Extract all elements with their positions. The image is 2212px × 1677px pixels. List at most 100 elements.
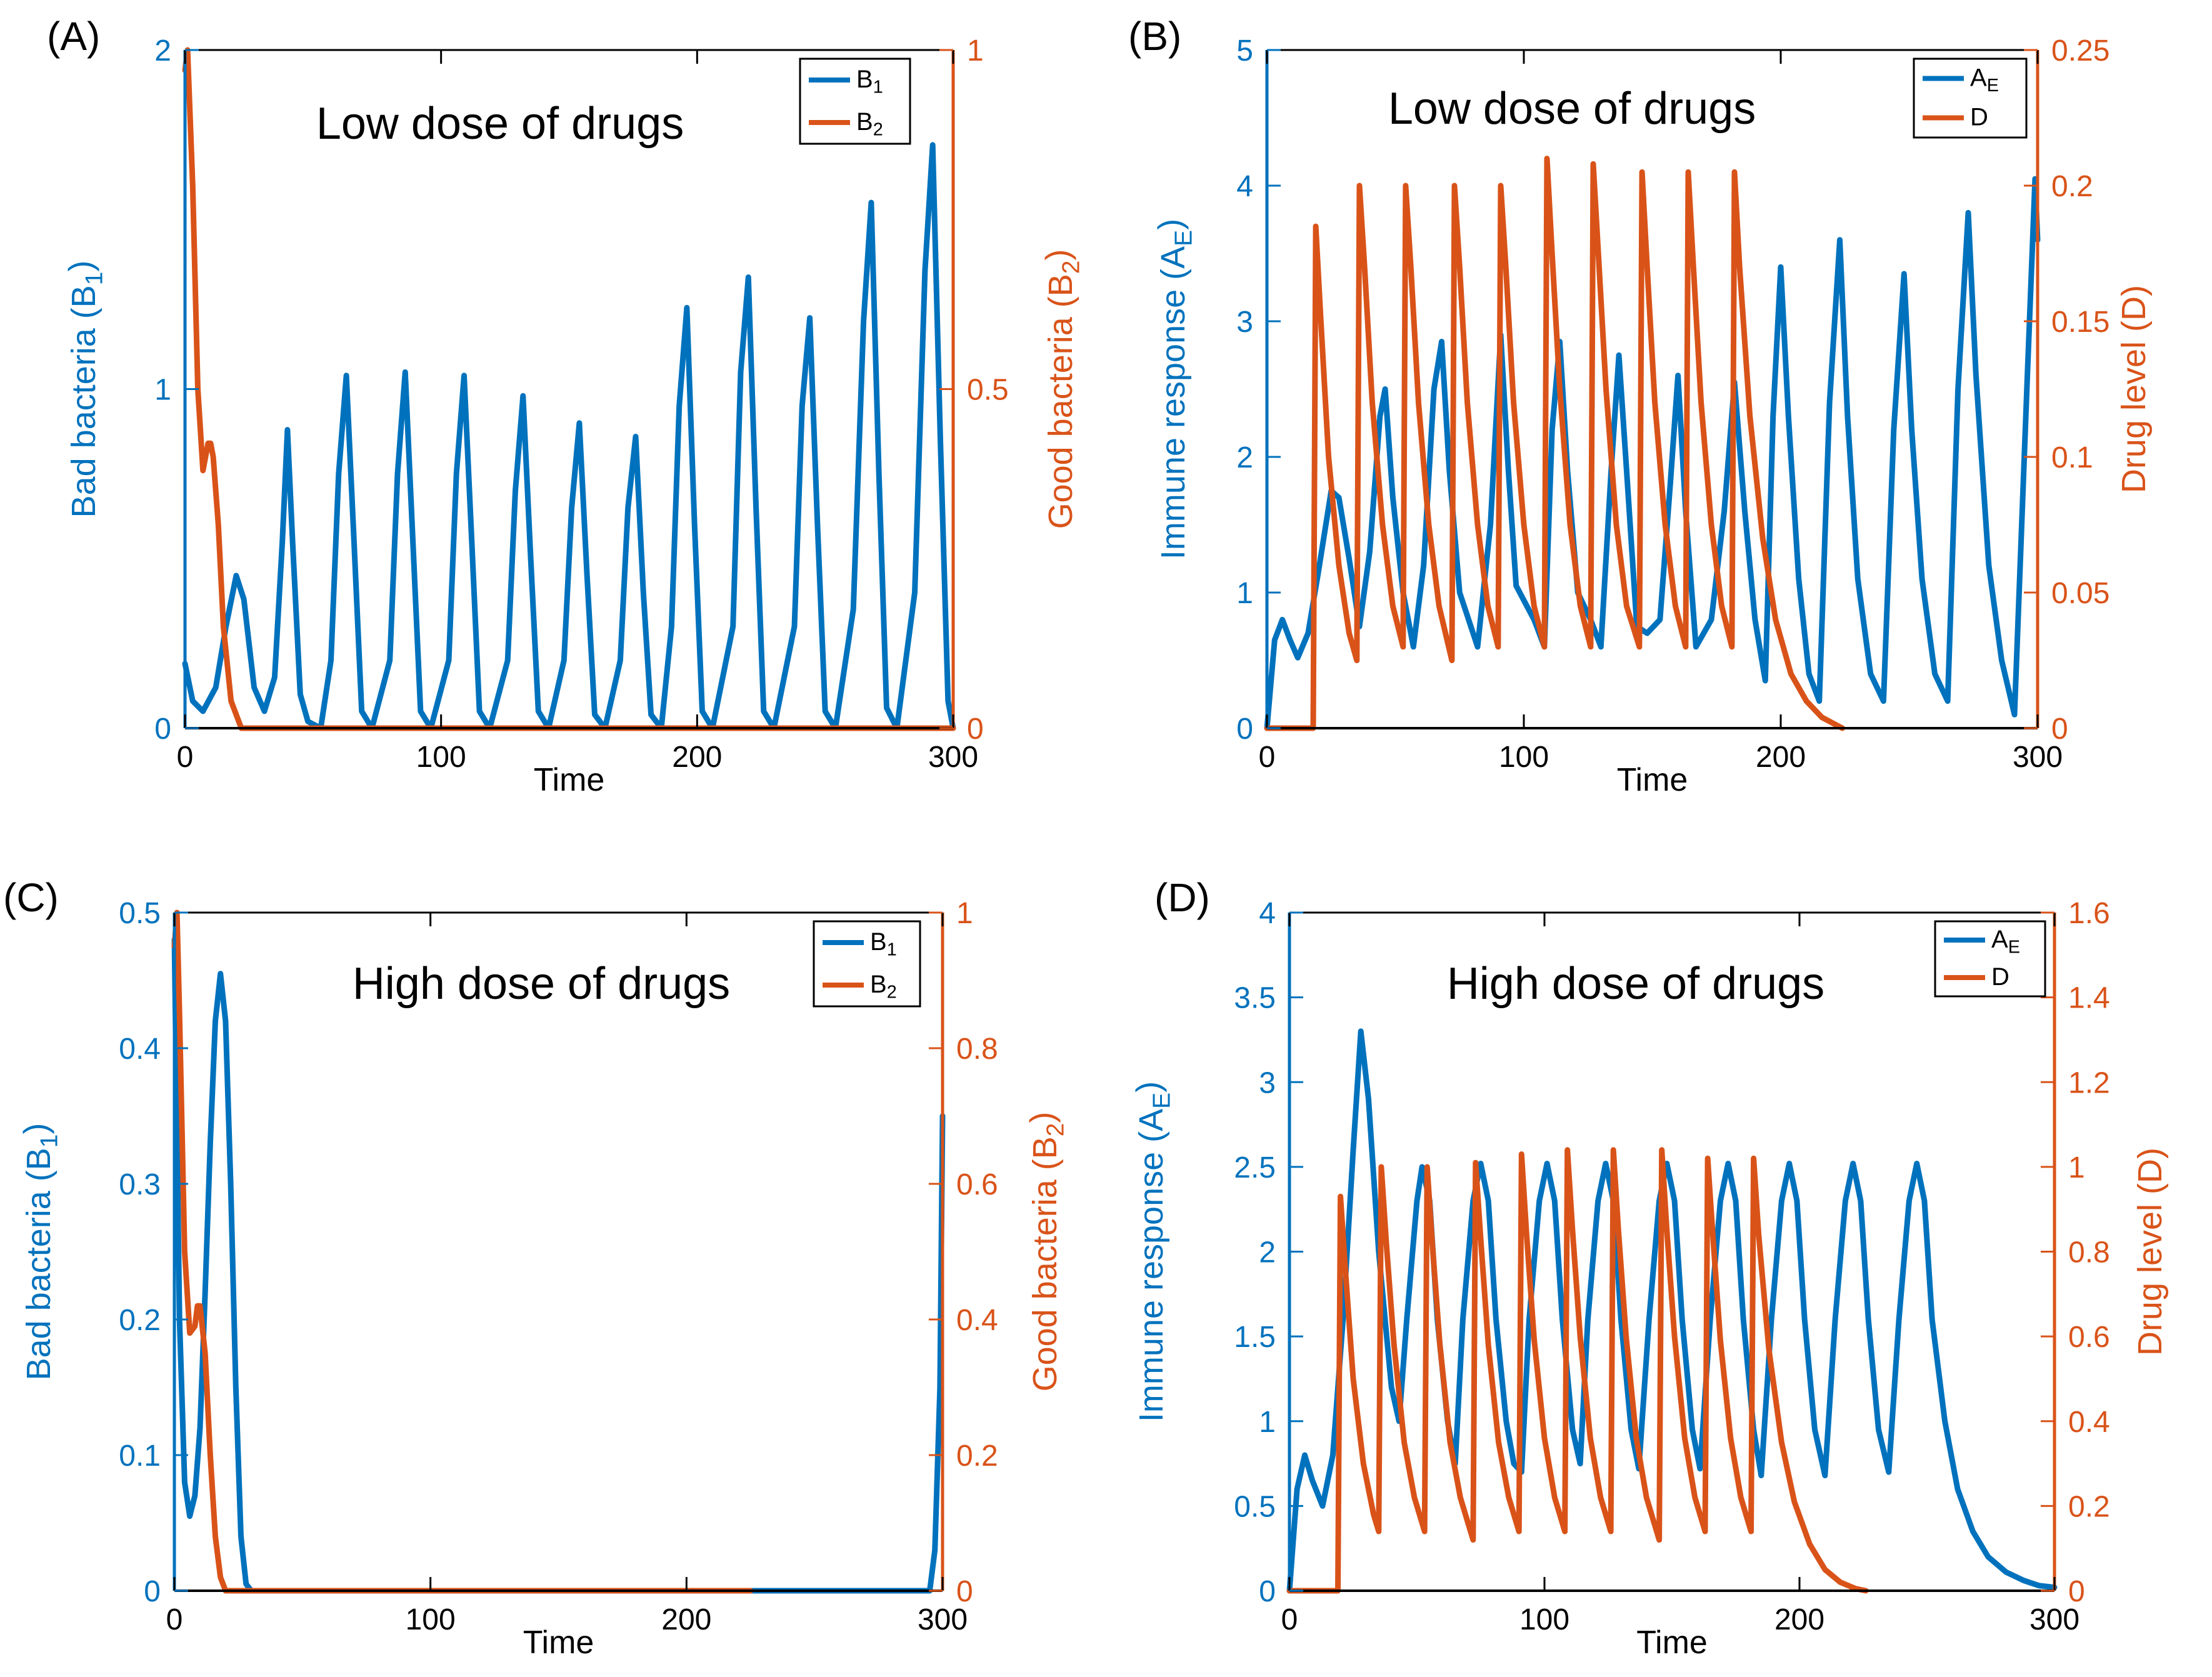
x-tick-label: 300 [2013, 741, 2063, 774]
y-right-tick-label: 0 [956, 1575, 973, 1608]
y-right-axis-label: Drug level (D) [2131, 1148, 2169, 1356]
y-right-tick-label: 0.5 [967, 374, 1009, 407]
y-right-tick-label: 1.2 [2068, 1066, 2110, 1099]
y-left-axis-label: Bad bacteria (B1) [62, 261, 108, 518]
series-line-d [1286, 1147, 1869, 1594]
series-line-b2 [171, 909, 754, 1594]
legend-entry: AE [1970, 64, 1999, 96]
panel-label: (B) [1128, 14, 1181, 59]
y-right-tick-label: 0.8 [956, 1033, 998, 1066]
x-tick-label: 200 [1756, 741, 1806, 774]
y-right-tick-label: 0.6 [2068, 1321, 2110, 1354]
x-tick-label: 200 [1774, 1603, 1824, 1636]
y-left-tick-label: 2 [1236, 441, 1253, 474]
y-left-tick-label: 0 [1259, 1575, 1276, 1608]
y-right-tick-label: 0 [2051, 713, 2068, 746]
legend-entry: AE [1991, 926, 2020, 958]
y-right-tick-label: 0.6 [956, 1168, 998, 1201]
panel-annotation: Low dose of drugs [316, 99, 684, 149]
legend-entry: B2 [856, 108, 883, 140]
x-axis-label: Time [534, 762, 605, 798]
y-left-tick-label: 0.5 [1234, 1490, 1276, 1523]
x-tick-label: 200 [672, 741, 722, 774]
x-tick-label: 100 [406, 1603, 456, 1636]
legend-entry: B1 [856, 66, 883, 98]
series-line-d [1264, 156, 1846, 731]
x-tick-label: 300 [918, 1603, 968, 1636]
y-right-tick-label: 1.4 [2068, 982, 2110, 1015]
x-axis-label: Time [1636, 1624, 1708, 1661]
y-left-tick-label: 0 [1236, 713, 1253, 746]
panel-label: (C) [3, 875, 59, 920]
y-right-tick-label: 0.4 [2068, 1406, 2110, 1439]
y-right-tick-label: 0.2 [956, 1439, 998, 1473]
x-tick-label: 200 [661, 1603, 711, 1636]
y-right-tick-label: 0.1 [2051, 441, 2093, 474]
chart-panel-4: 0 100 200 30000.511.522.533.5400.20.40.60.8… [1129, 875, 2169, 1661]
y-right-axis-label: Good bacteria (B2) [1023, 1112, 1069, 1392]
y-left-tick-label: 0.4 [119, 1033, 161, 1066]
legend: AE D [1934, 920, 2046, 998]
x-axis-label: Time [523, 1624, 594, 1661]
x-tick-label: 0 [1281, 1603, 1298, 1636]
x-tick-label: 300 [2029, 1603, 2079, 1636]
x-tick-label: 0 [177, 741, 194, 774]
y-right-axis-label: Good bacteria (B2) [1039, 249, 1084, 529]
x-axis-label: Time [1617, 762, 1688, 798]
x-tick-label: 100 [416, 741, 466, 774]
y-right-tick-label: 1 [2068, 1151, 2085, 1184]
y-left-tick-label: 2 [154, 34, 171, 68]
panel-label: (A) [47, 14, 100, 59]
y-left-tick-label: 1 [154, 374, 171, 407]
y-left-tick-label: 1 [1236, 577, 1253, 610]
y-right-tick-label: 1.6 [2068, 897, 2110, 930]
legend-box [1934, 920, 2046, 998]
x-tick-label: 300 [928, 741, 978, 774]
y-left-axis-label: Immune response (AE) [1151, 219, 1197, 559]
y-left-tick-label: 1.5 [1234, 1321, 1276, 1354]
y-left-tick-label: 0.2 [119, 1304, 161, 1337]
panel-label: (D) [1154, 875, 1210, 920]
y-left-tick-label: 1 [1259, 1406, 1276, 1439]
series-line-ae [1264, 176, 2041, 731]
legend-box [1913, 58, 2028, 139]
x-tick-label: 0 [1259, 741, 1276, 774]
y-right-tick-label: 0.15 [2051, 306, 2109, 339]
y-left-tick-label: 4 [1236, 170, 1253, 203]
y-left-tick-label: 0.1 [119, 1439, 161, 1473]
chart-panel-3: 0 100 200 30000.10.20.30.40.500.20.40.60.81… [3, 875, 1069, 1661]
y-left-tick-label: 0.5 [119, 897, 161, 930]
y-left-tick-label: 2 [1259, 1236, 1276, 1269]
y-left-axis-label: Bad bacteria (B1) [17, 1123, 63, 1381]
series-line-b2 [182, 47, 956, 731]
y-left-tick-label: 3 [1259, 1066, 1276, 1099]
legend: AE D [1913, 58, 2028, 139]
y-left-tick-label: 4 [1259, 897, 1276, 930]
y-right-tick-label: 0 [2068, 1575, 2085, 1608]
y-left-tick-label: 2.5 [1234, 1151, 1276, 1184]
legend-box [813, 920, 921, 1008]
y-right-tick-label: 0.2 [2051, 170, 2093, 203]
chart-panel-2: 0 100 200 30001234500.050.10.150.20.25TimeI… [1128, 14, 2153, 798]
y-right-tick-label: 0.05 [2051, 577, 2109, 610]
series-line-b1 [182, 142, 956, 731]
y-left-tick-label: 0 [144, 1575, 161, 1608]
y-left-tick-label: 3.5 [1234, 982, 1276, 1015]
legend-box [799, 58, 911, 145]
legend-entry: D [1991, 963, 2009, 991]
panel-annotation: Low dose of drugs [1388, 84, 1756, 134]
legend-entry: B2 [870, 971, 897, 1003]
y-right-tick-label: 0.8 [2068, 1236, 2110, 1269]
y-right-tick-label: 1 [956, 897, 973, 930]
x-tick-label: 100 [1519, 1603, 1569, 1636]
panel-annotation: High dose of drugs [353, 959, 730, 1009]
y-right-tick-label: 1 [967, 34, 984, 68]
y-right-tick-label: 0.25 [2051, 34, 2109, 68]
y-right-tick-label: 0.2 [2068, 1490, 2110, 1523]
legend-entry: B1 [870, 928, 897, 960]
panel-annotation: High dose of drugs [1447, 959, 1824, 1009]
